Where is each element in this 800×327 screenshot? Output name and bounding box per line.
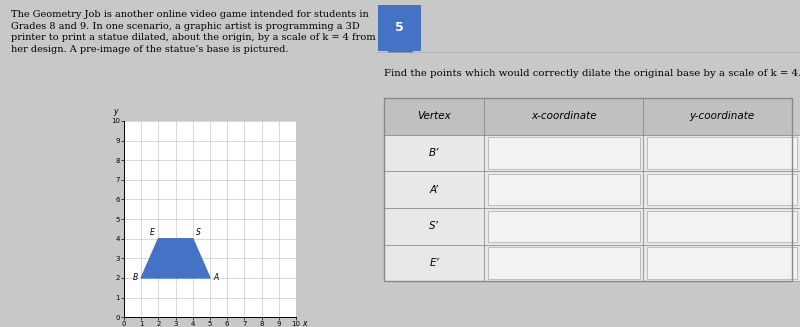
FancyBboxPatch shape	[378, 5, 421, 51]
Text: The Geometry Job is another online video game intended for students in
Grades 8 : The Geometry Job is another online video…	[11, 10, 376, 54]
Text: S: S	[196, 228, 201, 237]
FancyBboxPatch shape	[643, 208, 800, 245]
Text: x-coordinate: x-coordinate	[531, 112, 597, 121]
Text: S’: S’	[430, 221, 439, 231]
FancyBboxPatch shape	[385, 98, 791, 135]
FancyBboxPatch shape	[484, 245, 643, 281]
FancyBboxPatch shape	[643, 171, 800, 208]
Polygon shape	[141, 239, 210, 278]
Text: Find the points which would correctly dilate the original base by a scale of k =: Find the points which would correctly di…	[385, 69, 800, 78]
FancyBboxPatch shape	[385, 171, 484, 208]
Text: B: B	[133, 273, 138, 283]
FancyBboxPatch shape	[385, 135, 484, 171]
FancyBboxPatch shape	[646, 137, 797, 169]
FancyBboxPatch shape	[643, 135, 800, 171]
Text: Vertex: Vertex	[418, 112, 451, 121]
FancyBboxPatch shape	[646, 247, 797, 279]
FancyBboxPatch shape	[487, 174, 640, 205]
FancyBboxPatch shape	[484, 208, 643, 245]
Text: A: A	[214, 273, 218, 283]
Text: y-coordinate: y-coordinate	[689, 112, 754, 121]
FancyBboxPatch shape	[646, 174, 797, 205]
Text: 5: 5	[395, 21, 404, 34]
FancyBboxPatch shape	[646, 211, 797, 242]
FancyBboxPatch shape	[385, 208, 484, 245]
FancyBboxPatch shape	[484, 171, 643, 208]
FancyBboxPatch shape	[487, 211, 640, 242]
Text: A’: A’	[430, 185, 438, 195]
FancyBboxPatch shape	[487, 137, 640, 169]
Text: E’: E’	[430, 258, 439, 268]
FancyBboxPatch shape	[487, 247, 640, 279]
Text: y: y	[113, 107, 118, 116]
Text: E: E	[150, 228, 155, 237]
FancyBboxPatch shape	[484, 135, 643, 171]
Text: x: x	[302, 318, 307, 327]
FancyBboxPatch shape	[385, 245, 484, 281]
Text: B’: B’	[429, 148, 439, 158]
FancyBboxPatch shape	[643, 245, 800, 281]
